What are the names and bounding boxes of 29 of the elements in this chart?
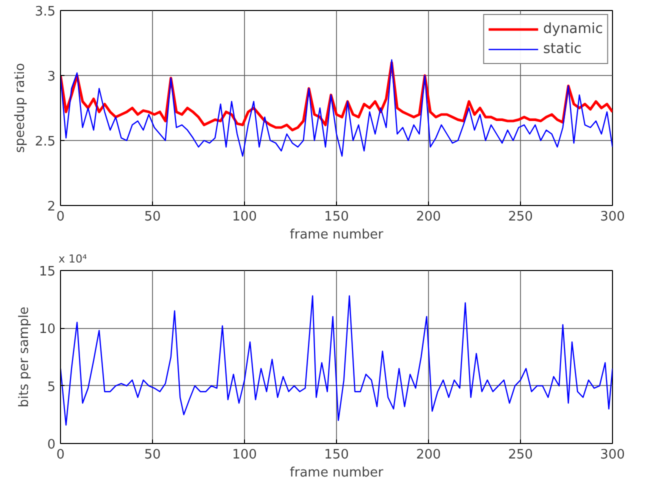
x-tick-label: 100 [232,210,257,224]
x-tick-label: 200 [416,448,441,462]
legend-label: static [543,41,582,57]
y-tick-label: 5 [47,380,56,395]
y-tick-label: 2 [47,200,56,214]
x-tick-label: 100 [232,448,257,462]
x-tick-label: 200 [416,210,441,224]
x-axis-title: frame number [290,228,384,242]
line-series [60,59,612,157]
line-series [60,295,612,426]
x-tick-label: 150 [324,210,349,224]
x-tick-label: 50 [144,448,161,462]
y-tick-label: 2.5 [34,134,56,150]
x-axis-title: frame number [290,466,384,480]
x-tick-label: 50 [144,210,161,224]
y-axis-title: bits per sample [16,306,32,408]
y-tick-label: 0 [47,438,56,452]
text: x 10⁴ [58,252,88,266]
x-tick-label: 250 [508,210,533,224]
y-tick-label: 3.5 [34,4,56,20]
y-tick-label: 10 [38,322,56,338]
x-tick-label: 150 [324,448,349,462]
y-tick-label: 3 [47,70,56,84]
legend-label: dynamic [543,21,603,37]
x-tick-label: 300 [600,210,625,224]
x-tick-label: 300 [600,448,625,462]
x-tick-label: 250 [508,448,533,462]
y-axis-title: speedup ratio [12,63,28,153]
y-tick-label: 15 [38,264,56,280]
